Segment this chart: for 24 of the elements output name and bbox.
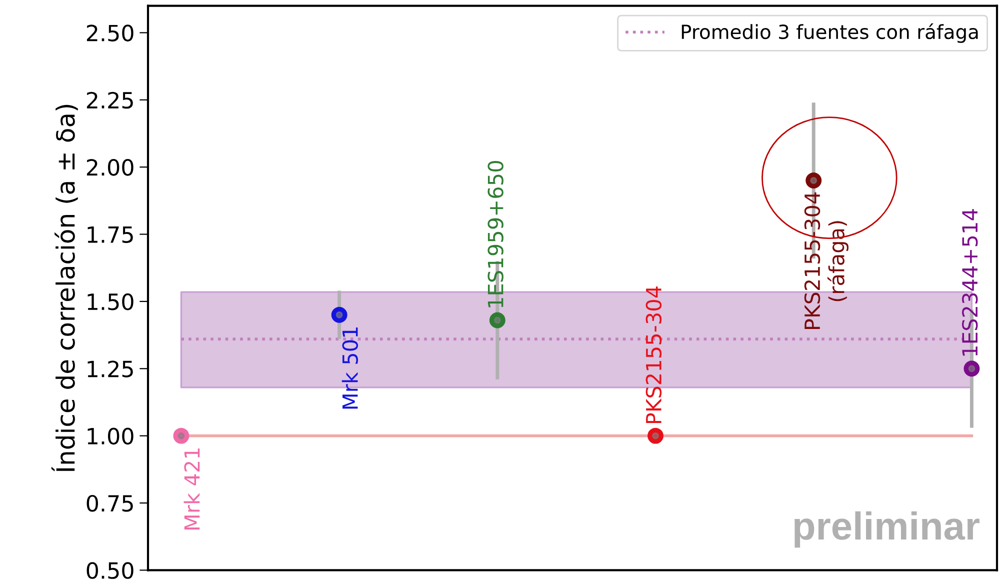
text: PKS2155-304 (ráfaga) — [804, 192, 848, 329]
y-axis-title: Índice de correlación (a ± δa) — [51, 104, 78, 472]
text: 1ES2344+514 — [962, 209, 978, 356]
text: 1ES1959+650 — [488, 161, 504, 308]
y-tick-label: 0.50 — [86, 562, 134, 579]
legend-label: Promedio 3 fuentes con ráfaga — [682, 23, 978, 43]
y-tick-label: 1.75 — [88, 226, 133, 244]
y-tick-label: 0.75 — [86, 494, 133, 512]
y-tick-label: 1.50 — [88, 293, 134, 310]
point — [173, 428, 190, 444]
point — [964, 360, 980, 377]
annotation: preliminar — [794, 511, 980, 548]
y-tick-label: 2.50 — [86, 24, 134, 42]
text: Mrk 421 — [184, 448, 200, 530]
point — [489, 312, 506, 328]
point — [331, 306, 348, 323]
y-tick-label: 2.25 — [86, 92, 133, 109]
y-tick-label: 1.00 — [88, 428, 134, 445]
y-tick-label: 2.00 — [86, 159, 134, 176]
y-tick-label: 1.25 — [88, 360, 133, 378]
point — [806, 172, 822, 188]
point — [648, 428, 664, 444]
text: PKS2155-304 — [646, 286, 662, 424]
text: Mrk 501 — [342, 328, 358, 409]
